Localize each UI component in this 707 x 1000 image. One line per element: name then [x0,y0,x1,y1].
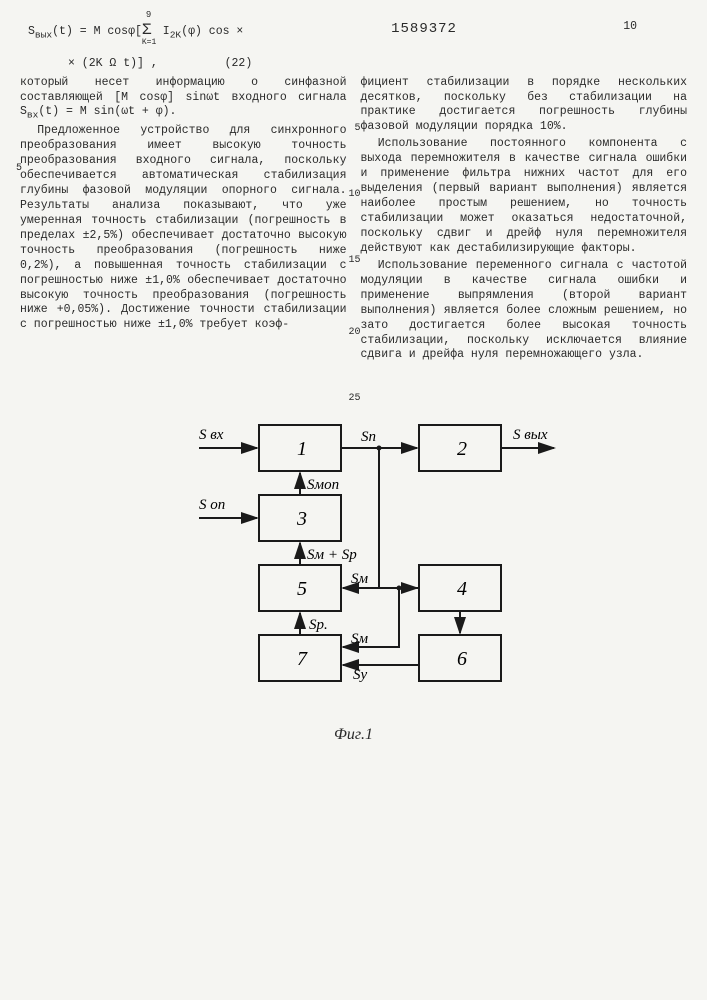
line-marker: 5 [355,122,361,135]
signal-label: Sм [351,571,369,587]
formula-line2: × (2K Ω t)] , [28,57,158,70]
patent-number: 1589372 [391,20,457,38]
signal-label: Sм [351,631,369,647]
figure-1: 1 2 3 4 5 6 7 S вх S оп Sп S вых Sмоп [20,415,687,746]
paragraph: фициент стабилизации в порядке нескольки… [361,76,688,136]
paragraph: Использование постоянного компонента с в… [361,137,688,257]
paragraph: Использование переменного сигнала с част… [361,259,688,364]
line-marker: 20 [349,326,361,339]
signal-label: S вых [513,427,548,443]
formula-eqnum: (22) [165,57,253,70]
block-label: 2 [457,438,467,460]
block-label: 1 [297,438,307,460]
left-column: 5 который несет информацию о синфазной с… [20,76,347,366]
block-label: 6 [457,648,467,670]
figure-caption: Фиг.1 [20,725,687,746]
signal-label: Sp. [309,617,328,633]
block-label: 7 [297,648,308,670]
paragraph: который несет информацию о синфазной сос… [20,76,347,123]
signal-label: S оп [199,497,225,513]
block-label: 4 [457,578,467,600]
block-label: 5 [297,578,307,600]
right-column: 5 10 15 20 25 фициент стабилизации в пор… [361,76,688,366]
formula-block: Sвых(t) = M cosφ[9ΣK=1 I2K(φ) cos × × (2… [20,20,308,72]
formula-line1: Sвых(t) = M cosφ[9ΣK=1 I2K(φ) cos × [28,25,243,38]
signal-label: Sмоп [307,477,339,493]
line-marker: 5 [16,162,22,175]
line-marker: 15 [349,254,361,267]
block-diagram: 1 2 3 4 5 6 7 S вх S оп Sп S вых Sмоп [139,415,569,715]
page-number: 10 [623,20,687,35]
signal-label: Sп [361,429,376,445]
signal-label: Sм + Sp [307,547,357,563]
signal-label: Sy [353,667,368,683]
line-marker: 10 [349,188,361,201]
line-marker: 25 [349,392,361,405]
paragraph: Предложенное устройство для синхронного … [20,124,347,333]
block-label: 3 [296,508,307,530]
signal-label: S вх [199,427,224,443]
